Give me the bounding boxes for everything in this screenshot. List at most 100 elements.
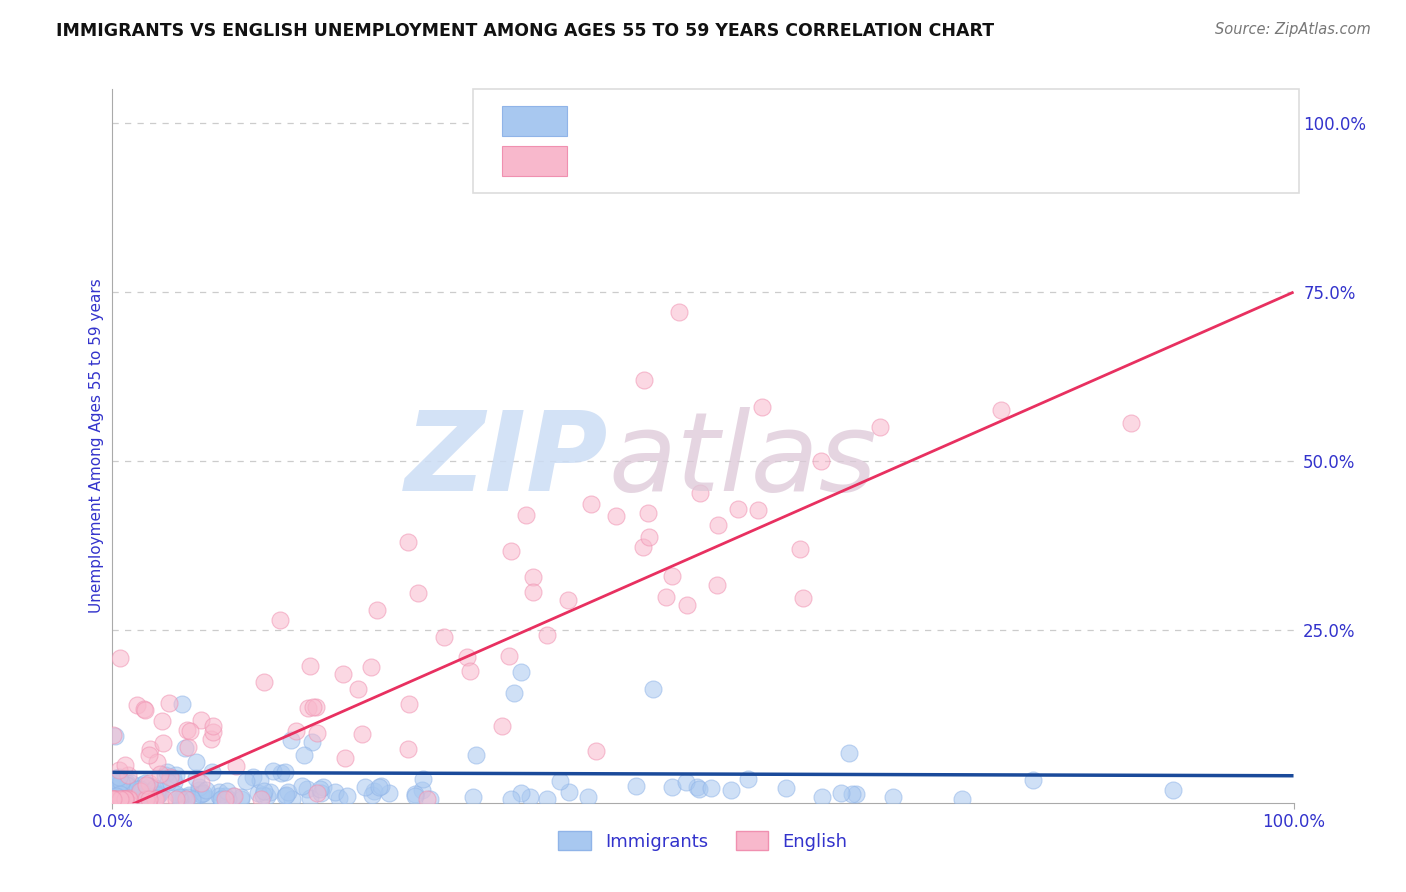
Point [557,592,579,607]
Point [309,786,332,800]
Point [498,649,520,664]
Point [274,788,297,802]
Point [145,791,167,805]
Point [110,775,132,789]
Point [115,775,138,789]
Point [775,781,797,796]
Point [433,630,456,644]
Point [217,784,239,798]
Point [576,790,599,805]
Point [115,778,138,792]
Point [176,723,198,737]
Point [830,786,852,800]
Point [188,780,211,794]
Point [145,780,167,795]
Point [585,744,607,758]
Point [274,764,297,779]
Point [229,792,252,806]
Point [412,772,434,786]
Text: R =: R = [585,111,624,128]
Point [209,792,232,806]
Point [277,785,299,799]
Point [510,665,533,679]
Point [194,790,217,805]
Point [114,758,136,772]
Legend: Immigrants, English: Immigrants, English [551,824,855,858]
Point [499,544,522,558]
Point [792,591,814,605]
Point [548,774,571,789]
Point [256,789,278,803]
Point [188,783,211,797]
Point [138,776,160,790]
Point [499,792,522,806]
FancyBboxPatch shape [502,105,567,136]
Point [101,728,124,742]
Point [406,586,429,600]
Point [194,783,217,797]
Point [297,701,319,715]
Text: 0.675: 0.675 [644,153,707,170]
Point [108,788,131,802]
Point [165,787,187,801]
Point [101,774,124,789]
Text: 105: 105 [851,153,889,170]
Point [174,741,197,756]
Point [103,789,125,803]
Point [720,783,742,797]
Point [165,768,187,782]
Point [235,773,257,788]
Point [201,725,224,739]
Point [404,787,426,801]
Point [110,790,132,805]
Point [150,714,173,728]
Point [103,792,125,806]
Point [411,782,433,797]
Point [117,768,139,782]
Point [148,787,170,801]
Text: R =: R = [585,153,624,170]
Point [200,731,222,746]
Point [706,577,728,591]
Point [707,517,730,532]
Point [249,792,271,806]
Point [193,786,215,800]
Point [107,778,129,792]
Point [156,775,179,789]
Point [138,748,160,763]
Point [1119,416,1142,430]
Point [104,772,127,786]
Point [108,789,131,804]
Point [165,792,187,806]
Point [253,675,276,690]
Point [208,785,231,799]
Point [643,681,665,696]
Point [112,784,135,798]
Point [519,789,541,804]
Point [112,792,135,806]
Point [157,696,180,710]
Point [120,776,142,790]
Point [354,780,377,795]
Point [558,785,581,799]
Point [201,765,224,780]
Point [179,724,201,739]
Point [700,781,723,796]
Point [419,792,441,806]
Point [686,780,709,794]
Point [146,755,169,769]
Point [262,764,284,779]
Point [135,789,157,803]
Point [138,792,160,806]
Point [637,506,659,520]
Point [366,603,388,617]
Point [153,767,176,781]
Point [111,792,134,806]
Point [378,786,401,800]
Point [396,535,419,549]
Point [302,700,325,714]
Point [295,782,318,797]
Point [676,599,699,613]
Text: Source: ZipAtlas.com: Source: ZipAtlas.com [1215,22,1371,37]
Point [202,718,225,732]
